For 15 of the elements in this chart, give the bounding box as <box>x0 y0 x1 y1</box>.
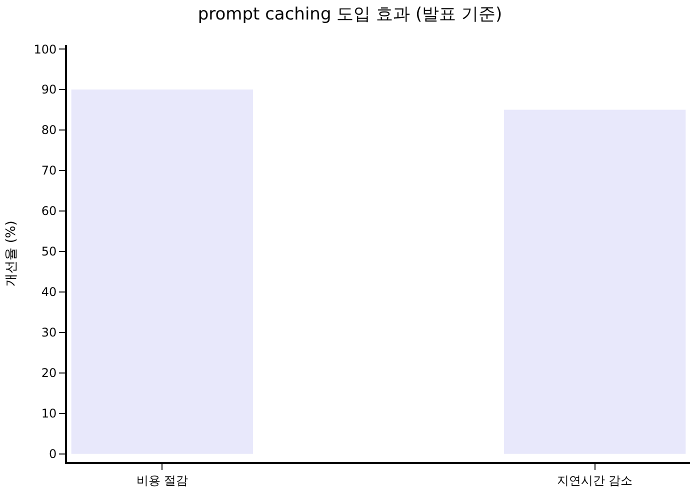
y-tick-label: 70 <box>41 164 57 178</box>
chart-title: prompt caching 도입 효과 (발표 기준) <box>198 4 502 24</box>
y-tick-label: 60 <box>41 204 57 218</box>
y-tick-label: 30 <box>41 326 57 340</box>
y-tick-label: 90 <box>41 82 57 97</box>
y-tick-label: 20 <box>41 366 57 380</box>
y-tick-label: 100 <box>34 42 57 56</box>
y-tick-label: 50 <box>41 244 57 259</box>
y-tick-label: 40 <box>41 285 57 300</box>
x-tick-label: 지연시간 감소 <box>556 473 633 488</box>
y-axis-title: 개선율 (%) <box>4 220 20 286</box>
y-tick-label: 0 <box>48 447 57 462</box>
y-tick-label: 10 <box>41 406 57 421</box>
y-tick-label: 80 <box>41 123 57 138</box>
x-tick-label: 비용 절감 <box>136 473 188 488</box>
